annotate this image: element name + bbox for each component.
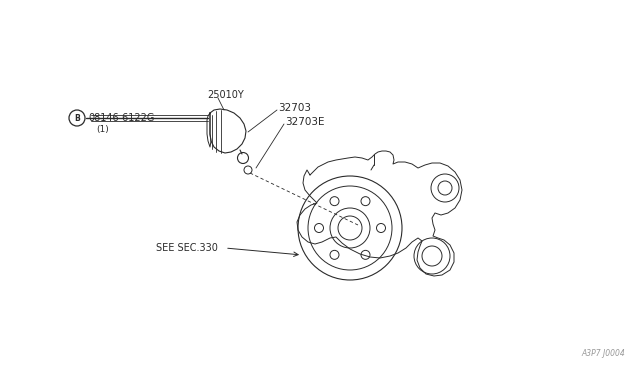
- Text: SEE SEC.330: SEE SEC.330: [156, 243, 218, 253]
- Text: A3P7 J0004: A3P7 J0004: [581, 349, 625, 358]
- Text: (1): (1): [96, 125, 109, 134]
- Text: 25010Y: 25010Y: [207, 90, 244, 100]
- Text: 08146-6122G: 08146-6122G: [88, 113, 154, 123]
- Text: 32703E: 32703E: [285, 117, 324, 127]
- Text: B: B: [74, 113, 80, 122]
- Text: 32703: 32703: [278, 103, 311, 113]
